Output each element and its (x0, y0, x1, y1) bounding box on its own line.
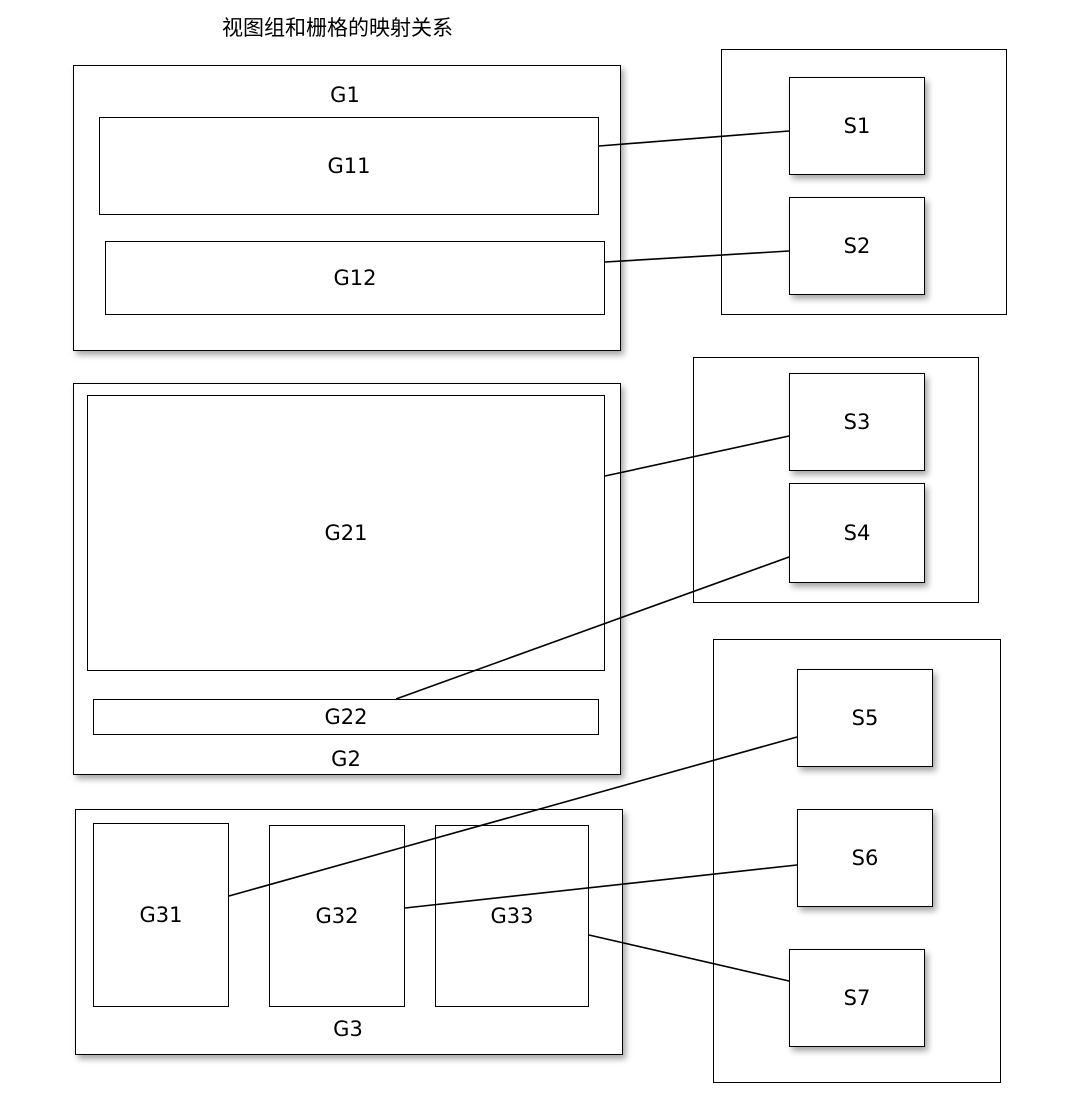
diagram-title: 视图组和栅格的映射关系 (222, 16, 453, 40)
group-g2-label: G2 (331, 747, 361, 771)
group-g32: G32 (269, 825, 405, 1007)
group-g31: G31 (93, 823, 229, 1007)
group-g11: G11 (99, 117, 599, 215)
strip-s5-label: S5 (851, 706, 879, 730)
group-g11-label: G11 (327, 154, 371, 178)
group-g12-label: G12 (333, 266, 377, 290)
strip-s4-label: S4 (843, 521, 871, 545)
strip-s2: S2 (789, 197, 925, 295)
group-g22-label: G22 (324, 705, 368, 729)
strip-s3: S3 (789, 373, 925, 471)
strip-s4: S4 (789, 483, 925, 583)
group-g22: G22 (93, 699, 599, 735)
group-g21-label: G21 (324, 521, 368, 545)
strip-s7-label: S7 (843, 986, 871, 1010)
strip-s1: S1 (789, 77, 925, 175)
strip-s7: S7 (789, 949, 925, 1047)
strip-s6: S6 (797, 809, 933, 907)
group-g33: G33 (435, 825, 589, 1007)
group-g12: G12 (105, 241, 605, 315)
group-g21: G21 (87, 395, 605, 671)
strip-s2-label: S2 (843, 234, 871, 258)
group-g3-label: G3 (333, 1017, 363, 1041)
strip-s3-label: S3 (843, 410, 871, 434)
group-g33-label: G33 (490, 904, 534, 928)
group-g1-label: G1 (330, 83, 360, 107)
strip-s5: S5 (797, 669, 933, 767)
group-g31-label: G31 (139, 903, 183, 927)
group-g32-label: G32 (315, 904, 359, 928)
strip-s1-label: S1 (843, 114, 871, 138)
strip-s6-label: S6 (851, 846, 879, 870)
